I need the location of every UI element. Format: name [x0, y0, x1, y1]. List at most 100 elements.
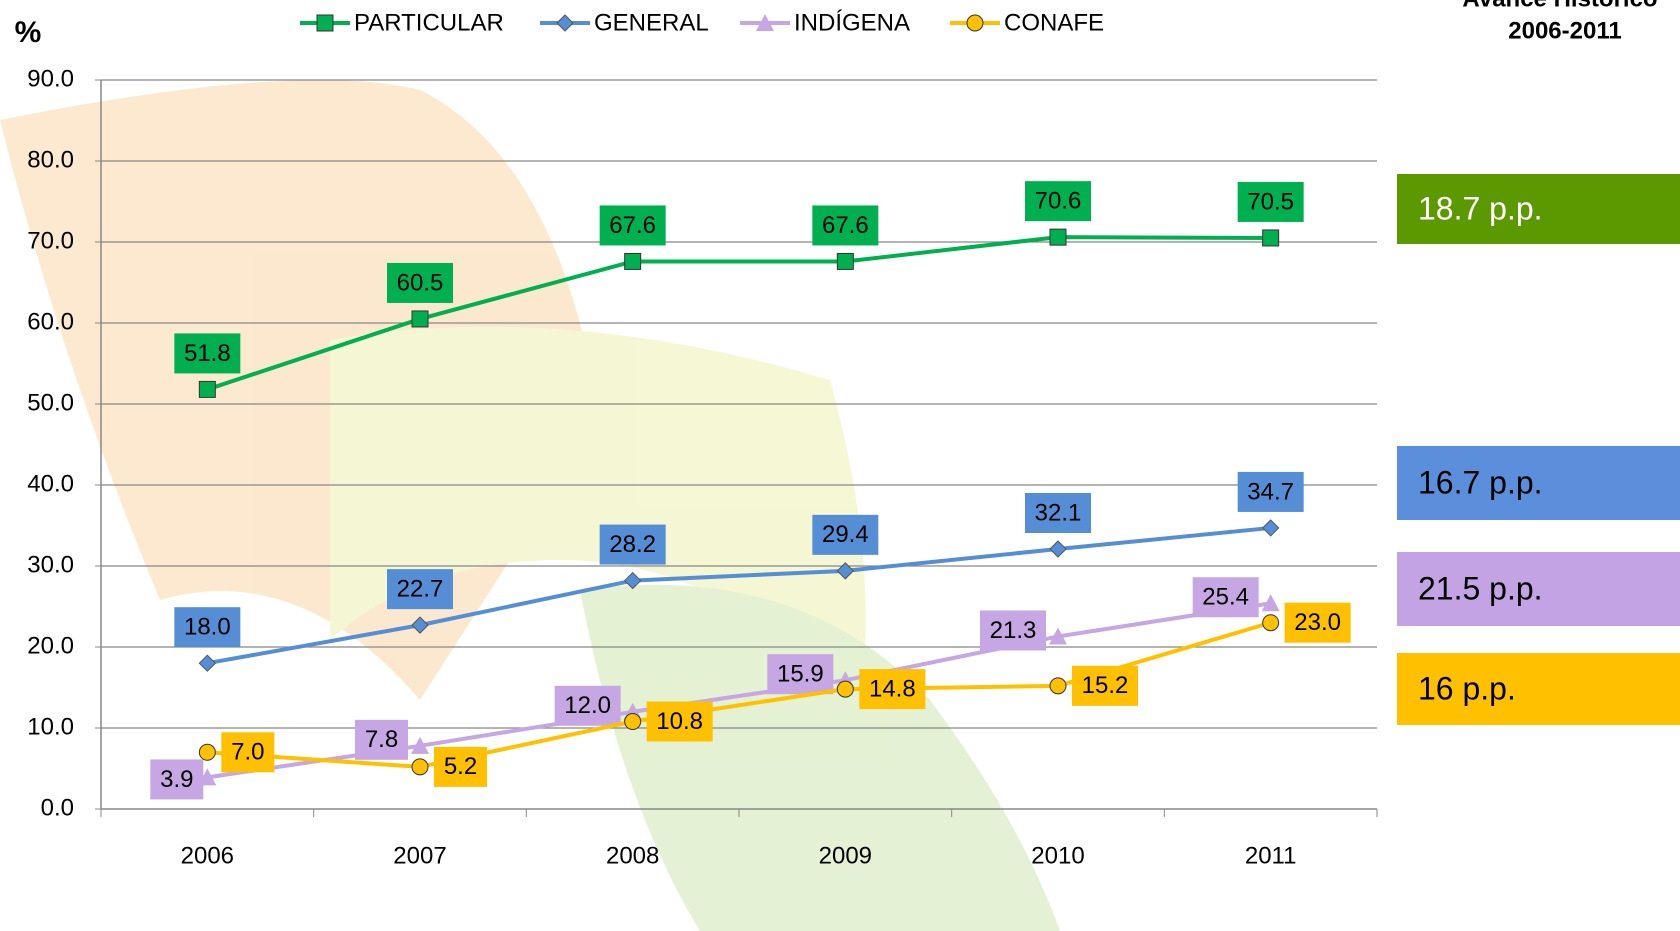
legend-marker: [316, 14, 334, 32]
data-label: 70.5: [1247, 188, 1294, 215]
y-tick-label: 90.0: [27, 65, 74, 92]
data-label: 21.3: [990, 617, 1037, 644]
annotation-box: [1397, 446, 1680, 520]
annotation-text: 16 p.p.: [1418, 670, 1516, 706]
y-tick-label: 50.0: [27, 389, 74, 416]
y-tick-label: 40.0: [27, 470, 74, 497]
data-point: [1049, 540, 1067, 558]
legend-label: INDÍGENA: [794, 9, 910, 36]
data-point: [198, 380, 216, 398]
data-label: 32.1: [1035, 499, 1082, 526]
data-label-box: [1237, 181, 1304, 222]
data-label: 15.9: [777, 661, 824, 688]
data-label-box: [1025, 181, 1091, 222]
data-point: [1262, 229, 1280, 247]
data-point: [1262, 614, 1280, 632]
data-label: 14.8: [869, 675, 916, 702]
data-point: [1049, 228, 1067, 246]
legend-marker: [756, 14, 774, 31]
data-label: 67.6: [609, 212, 656, 239]
data-point: [198, 743, 216, 761]
background-decoration: [0, 80, 1060, 931]
data-label: 7.0: [231, 739, 264, 766]
data-label-box: [221, 732, 275, 773]
y-tick-label: 30.0: [27, 551, 74, 578]
data-label: 15.2: [1082, 672, 1129, 699]
y-axis-label: %: [15, 16, 42, 49]
data-label-box: [1284, 602, 1351, 643]
data-label: 25.4: [1202, 584, 1249, 611]
y-tick-label: 20.0: [27, 632, 74, 659]
data-label: 28.2: [609, 531, 656, 558]
data-label-box: [554, 685, 621, 726]
data-label-box: [812, 205, 879, 246]
y-tick-label: 60.0: [27, 308, 74, 335]
data-label-box: [599, 524, 666, 565]
x-tick-label: 2010: [1031, 842, 1084, 869]
data-label: 60.5: [397, 269, 444, 296]
legend-label: CONAFE: [1004, 9, 1104, 36]
data-label: 5.2: [444, 753, 477, 780]
series-line: [206, 525, 1271, 666]
data-point: [411, 616, 429, 634]
data-label: 23.0: [1294, 609, 1341, 636]
data-point: [411, 736, 429, 754]
annotation-text: 16.7 p.p.: [1418, 464, 1543, 500]
data-label: 3.9: [160, 766, 193, 793]
data-label-box: [174, 333, 241, 374]
data-label-box: [387, 262, 453, 303]
x-tick-label: 2011: [1245, 842, 1297, 869]
data-point: [624, 713, 642, 731]
data-label: 7.8: [365, 726, 398, 753]
data-label-box: [646, 701, 713, 742]
data-point: [1261, 519, 1280, 537]
data-label-box: [1072, 665, 1138, 706]
annotation-text: 21.5 p.p.: [1418, 570, 1543, 606]
annotation-box: [1397, 174, 1680, 244]
data-label: 18.0: [184, 614, 231, 641]
data-label-box: [859, 669, 926, 710]
data-label: 22.7: [397, 575, 444, 602]
title-line: 2006-2011: [1508, 17, 1621, 44]
data-label: 51.8: [184, 340, 231, 367]
data-label-box: [1192, 577, 1259, 618]
legend-marker: [556, 14, 574, 32]
data-label-box: [150, 759, 204, 800]
x-tick-label: 2008: [606, 842, 659, 869]
data-label: 34.7: [1247, 478, 1294, 505]
series-line: [206, 235, 1271, 392]
legend-label: PARTICULAR: [354, 9, 504, 36]
data-label-box: [980, 610, 1046, 651]
data-label-box: [767, 654, 834, 695]
y-tick-label: 0.0: [41, 794, 74, 821]
data-label-box: [434, 746, 487, 787]
data-point: [411, 310, 429, 328]
data-point: [1049, 677, 1067, 695]
data-point: [624, 252, 642, 270]
annotation-text: 18.7 p.p.: [1418, 190, 1543, 226]
data-label: 10.8: [656, 708, 703, 735]
annotation-box: [1397, 653, 1680, 725]
y-tick-label: 80.0: [27, 146, 74, 173]
data-label-box: [599, 205, 666, 246]
legend-marker: [966, 14, 984, 32]
data-label: 70.6: [1035, 187, 1082, 214]
y-tick-label: 70.0: [27, 227, 74, 254]
data-label-box: [812, 514, 879, 555]
data-point: [836, 252, 854, 270]
data-point: [1261, 594, 1280, 612]
data-point: [623, 571, 642, 590]
data-label-box: [174, 607, 241, 648]
legend-label: GENERAL: [594, 9, 709, 36]
data-label-box: [1025, 492, 1091, 533]
data-label: 12.0: [564, 692, 611, 719]
y-tick-label: 10.0: [27, 713, 74, 740]
data-label: 29.4: [822, 521, 869, 548]
data-label-box: [355, 719, 408, 760]
data-point: [1049, 627, 1067, 645]
x-tick-label: 2007: [393, 842, 446, 869]
x-tick-label: 2006: [181, 842, 234, 869]
data-point: [411, 758, 429, 776]
data-label-box: [1237, 471, 1304, 512]
